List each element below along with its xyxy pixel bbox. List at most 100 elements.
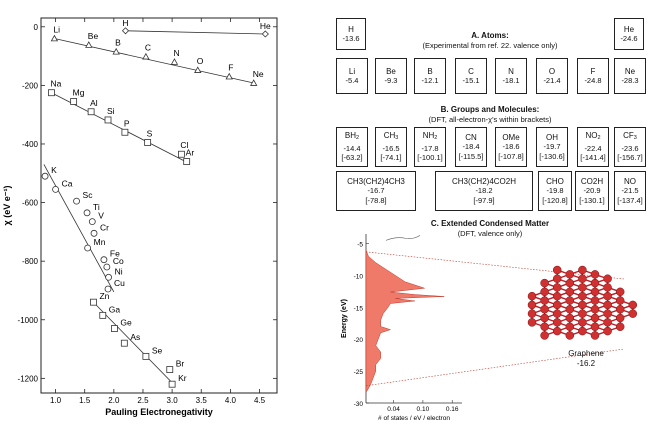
square-marker — [168, 380, 176, 388]
point-label: O — [197, 56, 204, 66]
box-value: -24.6 — [620, 34, 638, 43]
point-label: Br — [176, 359, 185, 369]
graphene-atom — [540, 287, 549, 297]
circle-marker — [88, 218, 96, 226]
graphene-atom — [590, 322, 600, 331]
graphene-atom — [578, 291, 587, 301]
graphene-atom — [603, 326, 612, 336]
graphene-atom — [552, 318, 562, 327]
y-tick-label: -200 — [22, 81, 39, 90]
box-value: -9.3 — [384, 76, 398, 85]
graphene-atom — [527, 309, 537, 318]
molecules-title: B. Groups and Molecules: — [440, 105, 540, 114]
point-label: Kr — [178, 373, 187, 383]
point-label: K — [51, 165, 57, 175]
box-symbol: NO2 — [585, 131, 601, 142]
x-tick-label: 1.0 — [50, 396, 62, 405]
box-bracket-value: [-97.9] — [473, 195, 495, 205]
graphene-atom — [565, 296, 575, 305]
dos-y-tick-label: -20 — [354, 337, 364, 344]
graphene-atom — [590, 313, 600, 323]
box-symbol: O — [548, 66, 556, 76]
box-bracket-value: [-120.8] — [542, 195, 568, 205]
molecule-box: NH2 -17.8 [-100.1] — [414, 127, 446, 167]
graphene-atom — [603, 300, 612, 310]
point-label: C — [145, 43, 151, 53]
molecule-box: OH -19.7 [-130.6] — [536, 127, 568, 167]
molecule-box: NO2 -22.4 [-141.4] — [577, 127, 609, 167]
square-marker — [178, 150, 185, 158]
molecule-box: CH3 -16.5 [-74.1] — [375, 127, 407, 167]
graphene-atom — [565, 322, 575, 331]
graphene-atom — [540, 296, 549, 305]
y-tick-label: -800 — [22, 257, 39, 266]
triangle-marker — [225, 72, 233, 80]
box-symbol: NH2 — [422, 131, 438, 142]
x-tick-label: 2.5 — [137, 396, 149, 405]
point-label: He — [260, 21, 271, 31]
molecule-box: BH2 -14.4 [-63.2] — [336, 127, 368, 167]
circle-marker — [84, 244, 92, 252]
graphene-atom — [527, 300, 537, 310]
point-label: V — [98, 211, 104, 221]
dos-x-tick-label: 0.16 — [446, 406, 459, 413]
box-value: -13.6 — [342, 34, 360, 43]
box-bracket-value: [-74.1] — [380, 153, 402, 163]
graphene-atom — [527, 318, 537, 327]
box-bracket-value: [-141.4] — [580, 153, 606, 163]
box-symbol: BH2 — [344, 131, 360, 142]
box-symbol: CO2H — [580, 176, 604, 186]
box-bracket-value: [-156.7] — [617, 153, 643, 163]
triangle-marker — [170, 58, 179, 65]
point-label: Na — [50, 79, 61, 89]
box-symbol: CH3(CH2)4CO2H — [451, 176, 516, 186]
atom-box-he: He -24.6 — [614, 18, 644, 50]
box-bracket-value: [-78.8] — [365, 195, 387, 205]
y-axis-label: χ (eV e⁻¹) — [2, 186, 12, 226]
point-label: Cl — [180, 140, 188, 150]
triangle-marker — [142, 52, 150, 60]
atom-box: Li -5.4 — [336, 58, 368, 94]
graphene-atom — [590, 287, 600, 297]
graphene-atom — [552, 309, 562, 318]
fit-line — [125, 30, 266, 35]
box-symbol: OH — [546, 132, 558, 142]
graphene-atom — [578, 326, 587, 336]
circle-marker — [52, 185, 59, 193]
molecule-box: OMe -18.6 [-107.8] — [495, 127, 527, 167]
point-label: As — [130, 332, 140, 342]
molecule-box-no: NO -21.5 [-137.4] — [614, 171, 646, 211]
point-label: Ca — [62, 178, 73, 188]
box-value: -15.1 — [462, 76, 480, 85]
box-value: -18.6 — [502, 142, 520, 152]
y-tick-label: -1200 — [18, 374, 39, 383]
atom-box: C -15.1 — [455, 58, 487, 94]
box-bracket-value: [-115.5] — [458, 151, 484, 161]
matter-header: C. Extended Condensed Matter (DFT, valen… — [380, 219, 600, 238]
graphene-atom — [552, 291, 562, 301]
dos-curve — [365, 249, 445, 393]
box-symbol: CF3 — [623, 131, 637, 142]
box-symbol: CH3(CH2)4CH3 — [347, 176, 405, 186]
y-tick-label: -400 — [22, 140, 39, 149]
atom-box-h: H -13.6 — [336, 18, 366, 50]
box-value: -14.4 — [343, 143, 361, 153]
point-label: Ga — [109, 304, 121, 314]
square-marker — [166, 366, 174, 373]
atom-box: O -21.4 — [536, 58, 568, 94]
point-label: Mg — [73, 87, 85, 97]
triangle-marker — [250, 79, 258, 86]
point-label: Se — [152, 345, 163, 355]
triangle-marker — [50, 34, 59, 42]
atom-box: Be -9.3 — [375, 58, 407, 94]
point-label: Al — [90, 98, 98, 108]
square-marker — [90, 298, 97, 306]
point-label: Co — [113, 256, 124, 266]
box-bracket-value: [-137.4] — [617, 195, 643, 205]
graphene-atom — [615, 322, 625, 331]
box-value: -16.7 — [367, 186, 385, 196]
box-value: -28.3 — [621, 76, 639, 85]
box-value: -21.4 — [543, 76, 561, 85]
graphene-atom — [552, 265, 562, 275]
